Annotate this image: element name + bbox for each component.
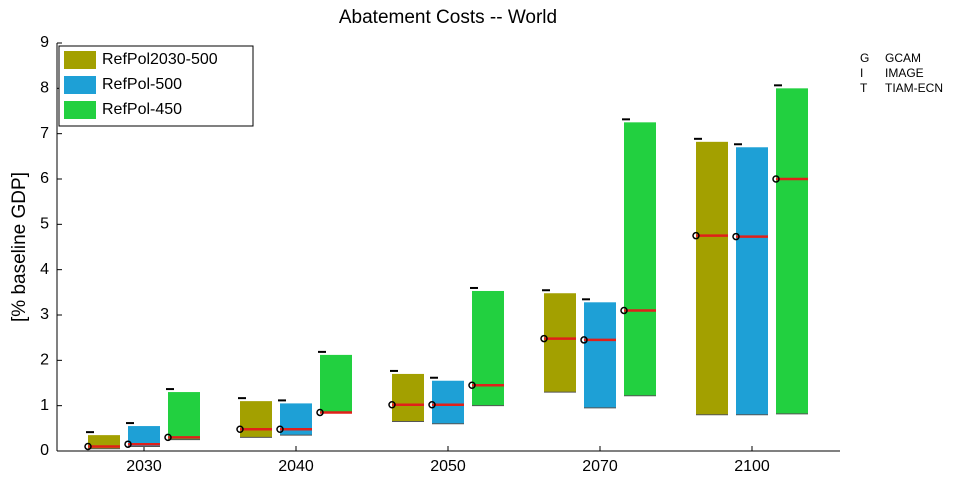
chart-title: Abatement Costs -- World xyxy=(339,7,557,28)
median-marker xyxy=(468,381,476,390)
range-bar xyxy=(432,380,464,424)
legend-swatch xyxy=(64,76,96,94)
legend-swatch xyxy=(64,101,96,119)
median-marker xyxy=(316,408,324,417)
range-bar xyxy=(168,392,200,440)
median-marker xyxy=(428,401,436,409)
median-marker xyxy=(236,425,244,433)
range-bar xyxy=(240,401,272,438)
median-marker xyxy=(84,442,92,451)
range-bar xyxy=(320,354,352,413)
range-bar xyxy=(736,147,768,415)
median-marker xyxy=(772,175,780,183)
median-marker xyxy=(164,433,172,442)
range-bar xyxy=(544,293,576,393)
y-tick-label: 6 xyxy=(40,170,49,187)
legend-label: RefPol-500 xyxy=(102,76,182,93)
y-tick-label: 2 xyxy=(40,352,49,369)
model-key-letter: I xyxy=(860,66,863,80)
median-marker xyxy=(388,401,396,409)
median-marker xyxy=(620,306,628,315)
y-axis-label: [% baseline GDP] xyxy=(9,172,30,322)
range-bar xyxy=(624,122,656,396)
range-bar xyxy=(584,302,616,408)
x-tick-label: 2070 xyxy=(582,458,618,475)
legend-swatch xyxy=(64,51,96,69)
range-bar xyxy=(472,290,504,406)
median-marker xyxy=(580,336,588,344)
range-bar xyxy=(392,373,424,422)
median-marker xyxy=(124,440,132,448)
x-tick-label: 2040 xyxy=(278,458,314,475)
median-marker xyxy=(276,425,284,433)
range-bar xyxy=(776,88,808,414)
model-key-letter: G xyxy=(860,51,869,65)
y-tick-label: 4 xyxy=(40,261,49,278)
y-tick-label: 5 xyxy=(40,216,49,233)
model-key-name: GCAM xyxy=(885,51,921,65)
y-tick-label: 9 xyxy=(40,34,49,51)
x-tick-label: 2100 xyxy=(734,458,770,475)
median-marker xyxy=(692,231,700,240)
median-marker xyxy=(540,334,548,343)
legend-label: RefPol-450 xyxy=(102,101,182,118)
range-bar xyxy=(696,141,728,415)
model-key-name: IMAGE xyxy=(885,66,924,80)
y-tick-label: 8 xyxy=(40,80,49,97)
y-tick-label: 0 xyxy=(40,442,49,459)
y-tick-label: 7 xyxy=(40,125,49,142)
legend-label: RefPol2030-500 xyxy=(102,51,218,68)
model-key-name: TIAM-ECN xyxy=(885,81,943,95)
x-tick-label: 2050 xyxy=(430,458,466,475)
range-bar xyxy=(128,426,160,447)
x-tick-label: 2030 xyxy=(126,458,162,475)
model-key-letter: T xyxy=(860,81,868,95)
y-tick-label: 1 xyxy=(40,397,49,414)
y-tick-label: 3 xyxy=(40,306,49,323)
median-marker xyxy=(732,232,740,241)
